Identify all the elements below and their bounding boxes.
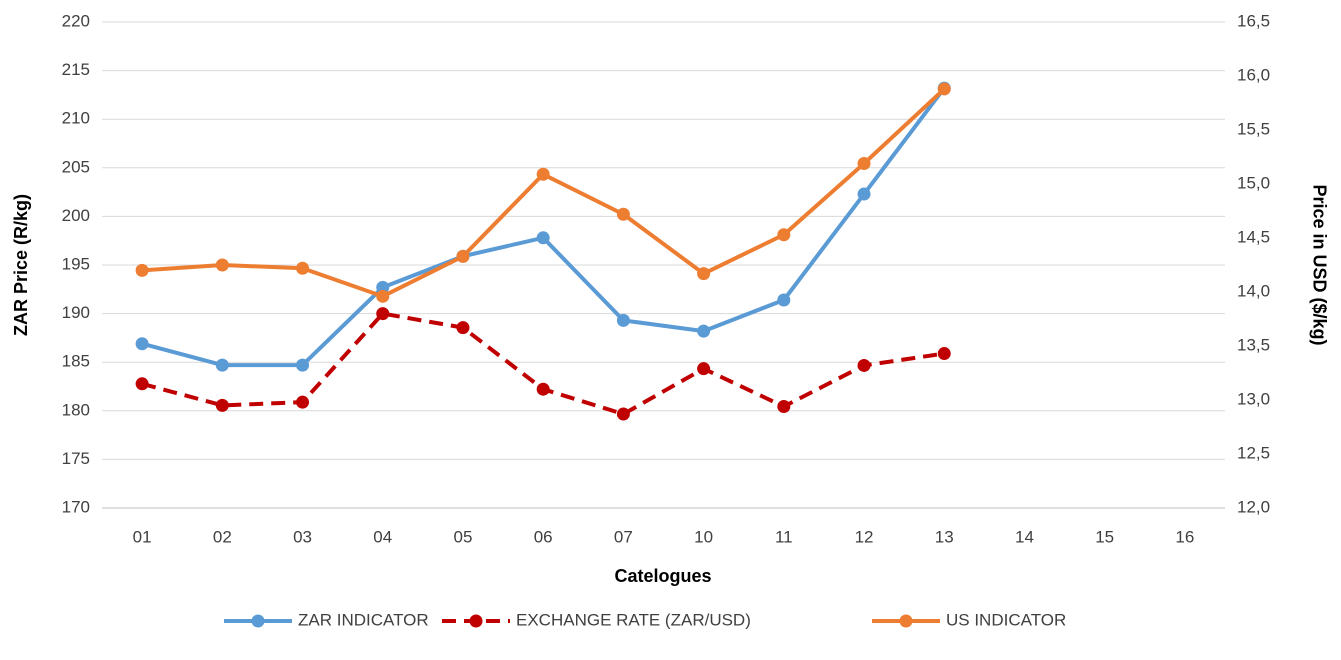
x-tick-label: 13 (935, 527, 954, 546)
point (135, 377, 149, 391)
point (456, 249, 470, 263)
point (937, 347, 951, 361)
point (937, 82, 951, 96)
x-tick-label: 12 (855, 527, 874, 546)
legend-label: US INDICATOR (946, 610, 1066, 629)
point (376, 307, 390, 321)
legend-marker (251, 614, 265, 628)
x-tick-label: 07 (614, 527, 633, 546)
y-tick-label: 200 (62, 206, 90, 225)
point (296, 261, 310, 275)
point (616, 407, 630, 421)
x-tick-label: 15 (1095, 527, 1114, 546)
x-tick-label: 06 (534, 527, 553, 546)
x-tick-label: 16 (1175, 527, 1194, 546)
x-tick-label: 05 (454, 527, 473, 546)
point (857, 187, 871, 201)
legend-label: ZAR INDICATOR (298, 610, 429, 629)
point (697, 324, 711, 338)
x-tick-label: 10 (694, 527, 713, 546)
x-tick-label: 11 (775, 527, 793, 546)
point (616, 207, 630, 221)
point (215, 398, 229, 412)
y-tick-label: 220 (62, 11, 90, 30)
point (376, 280, 390, 294)
y2-tick-label: 16,0 (1237, 65, 1270, 84)
point (616, 313, 630, 327)
point (697, 267, 711, 281)
point (536, 231, 550, 245)
point (135, 337, 149, 351)
point (857, 156, 871, 170)
y-tick-label: 195 (62, 254, 90, 273)
y-tick-label: 210 (62, 109, 90, 128)
point (215, 258, 229, 272)
point (456, 321, 470, 335)
point (135, 263, 149, 277)
point (536, 382, 550, 396)
y-tick-label: 205 (62, 157, 90, 176)
y2-tick-label: 14,0 (1237, 281, 1270, 300)
y-tick-label: 190 (62, 303, 90, 322)
y2-tick-label: 16,5 (1237, 11, 1270, 30)
y-axis-title: ZAR Price (R/kg) (11, 194, 31, 336)
point (376, 289, 390, 303)
y2-tick-label: 12,0 (1237, 497, 1270, 516)
y-tick-label: 185 (62, 352, 90, 371)
legend-marker (899, 614, 913, 628)
point (296, 395, 310, 409)
y2-tick-label: 13,0 (1237, 389, 1270, 408)
x-tick-label: 04 (373, 527, 392, 546)
y-tick-label: 175 (62, 449, 90, 468)
x-tick-label: 03 (293, 527, 312, 546)
x-tick-label: 14 (1015, 527, 1034, 546)
point (777, 293, 791, 307)
y2-tick-label: 15,0 (1237, 173, 1270, 192)
x-axis-title: Catelogues (614, 566, 711, 586)
point (777, 228, 791, 242)
y2-tick-label: 15,5 (1237, 119, 1270, 138)
y2-axis-title: Price in USD ($/kg) (1309, 184, 1329, 345)
y2-tick-label: 12,5 (1237, 443, 1270, 462)
point (215, 358, 229, 372)
y-tick-label: 180 (62, 400, 90, 419)
x-tick-label: 02 (213, 527, 232, 546)
point (536, 167, 550, 181)
point (857, 358, 871, 372)
legend-marker (469, 614, 483, 628)
y-tick-label: 215 (62, 60, 90, 79)
y2-tick-label: 13,5 (1237, 335, 1270, 354)
y-tick-label: 170 (62, 497, 90, 516)
point (777, 399, 791, 413)
y2-tick-label: 14,5 (1237, 227, 1270, 246)
x-tick-label: 01 (133, 527, 152, 546)
series-line (141, 86, 946, 368)
point (296, 358, 310, 372)
legend-label: EXCHANGE RATE (ZAR/USD) (516, 610, 751, 629)
point (697, 362, 711, 376)
